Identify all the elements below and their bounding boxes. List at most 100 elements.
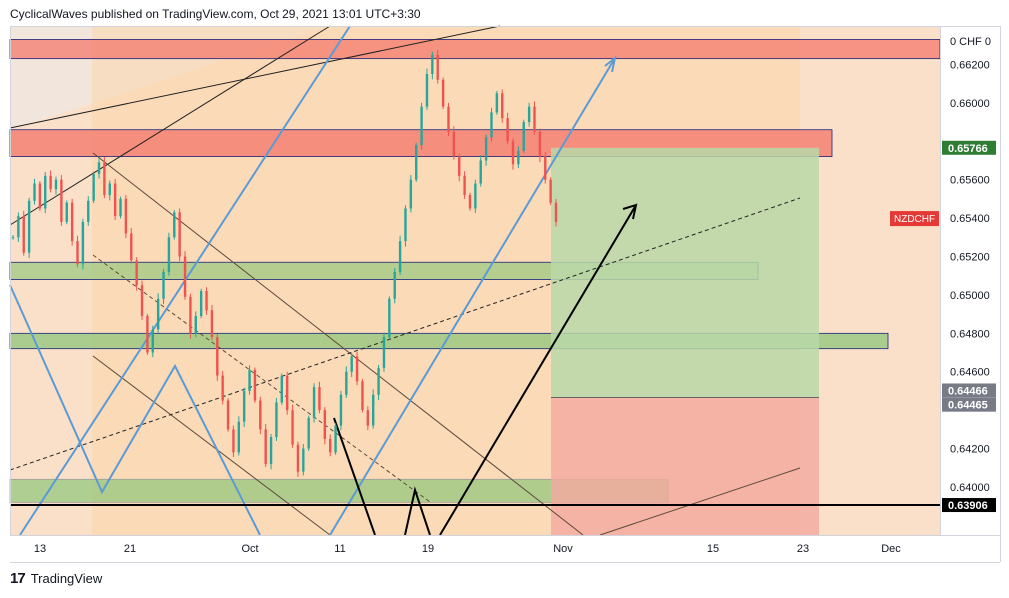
- candle-body: [463, 175, 466, 196]
- candle-body: [339, 394, 343, 426]
- candle-body: [178, 212, 181, 257]
- time-tick-label: 21: [124, 543, 136, 555]
- candle-body: [49, 175, 52, 190]
- candle-body: [167, 237, 171, 272]
- dashed-trendline: [9, 197, 801, 471]
- candle-body: [221, 375, 224, 401]
- plot-clip-right: [940, 26, 1009, 535]
- candle-body: [11, 237, 15, 239]
- candle-body: [538, 131, 542, 157]
- price-chart[interactable]: 0 CHF 0 0.66200 0.66000 0.65600 0.65400 0.652…: [0, 0, 1009, 565]
- candle-body: [388, 298, 391, 338]
- candle-body: [350, 356, 353, 372]
- candle-body: [70, 202, 74, 242]
- candle-body: [285, 375, 289, 411]
- candle-body: [54, 179, 58, 190]
- lower-trendline: [599, 467, 801, 536]
- candle-body: [27, 200, 31, 253]
- candle-body: [334, 425, 337, 453]
- price-tick-label: 0.66200: [950, 59, 990, 71]
- price-label-bg: [942, 498, 996, 513]
- price-tick-label: 0.65600: [950, 175, 990, 187]
- candle-body: [398, 241, 402, 272]
- candle-body: [479, 160, 482, 184]
- candle-body: [119, 198, 122, 217]
- candle-body: [495, 93, 499, 113]
- candle-body: [17, 216, 20, 238]
- time-tick-label: Dec: [881, 543, 901, 555]
- zone-stop-loss: [551, 397, 819, 535]
- time-tick-label: 15: [707, 543, 719, 555]
- candle-body: [527, 106, 531, 123]
- price-tick-label: 0.64800: [950, 328, 990, 340]
- candle-body: [103, 162, 106, 196]
- candle-body: [38, 183, 42, 209]
- footer: 17 TradingView: [10, 570, 102, 587]
- candle-body: [44, 175, 47, 209]
- price-label-bg: [942, 140, 996, 155]
- price-tick-label: 0.65000: [950, 290, 990, 302]
- price-label-bg: [942, 383, 996, 398]
- candle-body: [474, 183, 477, 209]
- candle-body: [404, 208, 407, 242]
- tradingview-logo-label[interactable]: TradingView: [30, 571, 103, 586]
- candle-body: [372, 394, 375, 426]
- candle-body: [65, 202, 68, 222]
- candle-body: [269, 437, 273, 464]
- candle-body: [393, 271, 396, 299]
- candle-body: [151, 329, 154, 353]
- candle-body: [323, 410, 327, 439]
- candle-body: [22, 216, 25, 253]
- candle-body: [345, 371, 348, 395]
- price-tick-label: 0.65200: [950, 251, 990, 263]
- price-label: 0.64466: [948, 385, 988, 397]
- time-tick-label: 19: [422, 543, 434, 555]
- candle-body: [173, 212, 176, 238]
- black-spike: [404, 486, 431, 536]
- candle-body: [97, 162, 101, 174]
- price-axis-currency: 0 CHF 0: [950, 36, 991, 48]
- candle-body: [355, 356, 359, 382]
- candle-body: [307, 417, 310, 449]
- candle-body: [33, 183, 36, 201]
- tradingview-logo-icon[interactable]: 17: [10, 570, 26, 587]
- candle-body: [210, 310, 214, 338]
- candle-body: [366, 410, 370, 426]
- candle-body: [156, 298, 160, 330]
- candle-body: [124, 198, 128, 234]
- candle-body: [361, 381, 364, 411]
- candle-body: [87, 200, 90, 222]
- price-label: 0.65766: [948, 143, 988, 155]
- candle-body: [135, 260, 138, 286]
- candle-body: [522, 122, 525, 151]
- time-tick-label: 11: [334, 543, 345, 555]
- candle-body: [216, 337, 219, 376]
- zone-take-profit: [551, 147, 819, 398]
- candle-body: [484, 137, 488, 161]
- candle-body: [517, 150, 520, 165]
- blue-arrow-head: [604, 55, 617, 73]
- candle-body: [436, 54, 439, 80]
- candle-body: [146, 316, 149, 353]
- blue-rising-line-right: [329, 57, 616, 536]
- candle-body: [264, 429, 267, 464]
- candle-body: [328, 438, 332, 453]
- price-label-bg: [942, 397, 996, 412]
- price-label: 0.63906: [948, 500, 988, 512]
- candle-body: [242, 390, 246, 422]
- candle-body: [232, 429, 235, 453]
- symbol-label: NZDCHF: [894, 214, 935, 225]
- candle-body: [441, 79, 445, 107]
- candle-body: [291, 410, 294, 445]
- candle-body: [280, 375, 284, 403]
- candle-body: [501, 93, 504, 119]
- candle-body: [452, 131, 456, 157]
- candle-body: [409, 179, 413, 209]
- candle-body: [506, 118, 509, 142]
- symbol-label-bg: [890, 211, 939, 227]
- black-drop-line: [333, 417, 376, 536]
- candle-body: [425, 74, 429, 107]
- time-tick-label: 13: [34, 543, 46, 555]
- candle-body: [76, 241, 79, 265]
- price-tick-label: 0.65400: [950, 213, 990, 225]
